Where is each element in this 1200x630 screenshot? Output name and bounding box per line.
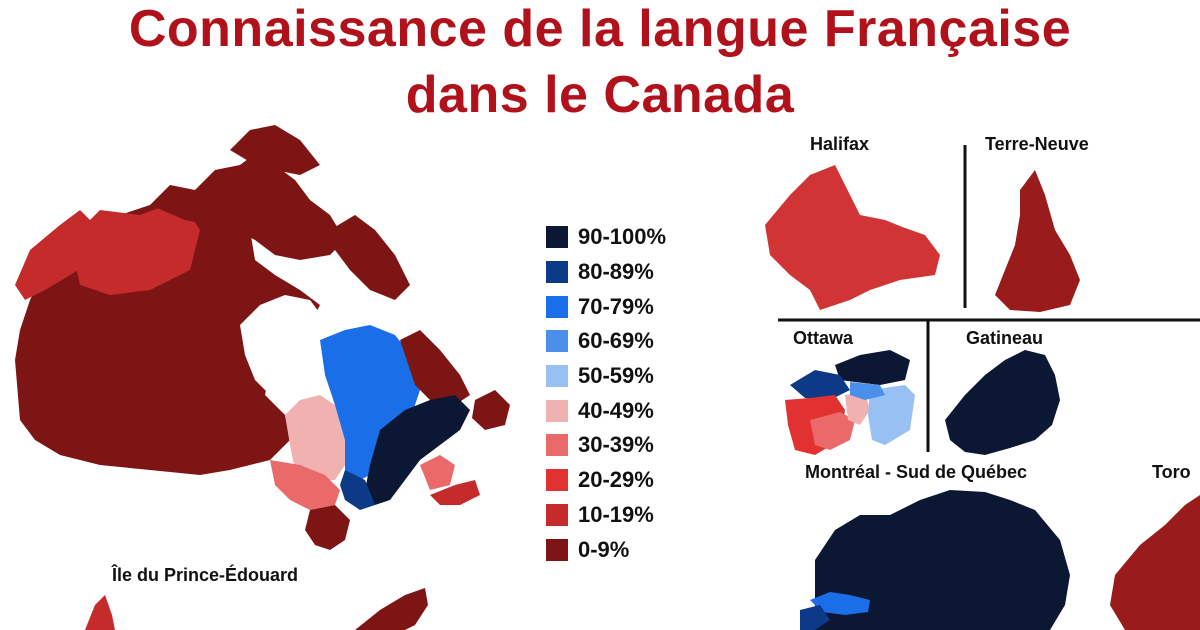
legend-label: 60-69%	[578, 328, 654, 354]
ottawa-inset-shapes	[785, 350, 915, 455]
map-legend: 90-100% 80-89% 70-79% 60-69% 50-59% 40-49% 30-…	[546, 220, 666, 567]
region-baffin-north	[230, 125, 320, 175]
terre-neuve-inset-shape	[995, 170, 1080, 312]
pei-inset	[85, 588, 428, 630]
title-line-2: dans le Canada	[405, 66, 795, 124]
hudson-bay	[240, 295, 325, 395]
legend-item: 40-49%	[546, 393, 666, 428]
legend-label: 20-29%	[578, 467, 654, 493]
legend-swatch	[546, 399, 568, 422]
toronto-inset-shape	[1110, 495, 1200, 630]
legend-label: 30-39%	[578, 432, 654, 458]
legend-item: 20-29%	[546, 463, 666, 498]
region-southern-ontario	[305, 505, 350, 550]
pei-west-shape	[85, 595, 115, 630]
region-quebec-east	[365, 395, 470, 505]
legend-item: 70-79%	[546, 289, 666, 324]
legend-label: 0-9%	[578, 536, 630, 562]
region-newfoundland	[472, 390, 510, 430]
legend-swatch	[546, 538, 568, 561]
legend-label: 10-19%	[578, 501, 654, 527]
halifax-inset-shape	[765, 165, 940, 310]
legend-swatch	[546, 261, 568, 284]
region-labrador	[400, 330, 470, 405]
canada-main-map	[15, 125, 510, 550]
montreal-inset-shapes	[800, 490, 1070, 630]
legend-label: 90-100%	[578, 224, 667, 250]
region-baffin-island	[330, 215, 410, 300]
region-ontario-south	[270, 460, 340, 510]
region-nwt	[70, 200, 200, 295]
legend-item: 0-9%	[546, 532, 666, 567]
legend-label: 40-49%	[578, 397, 654, 423]
legend-item: 90-100%	[546, 220, 666, 255]
region-ontario-north	[285, 395, 345, 480]
legend-label: 80-89%	[578, 259, 654, 285]
label-pei: Île du Prince-Édouard	[112, 565, 299, 585]
legend-item: 30-39%	[546, 428, 666, 463]
legend-item: 50-59%	[546, 359, 666, 394]
legend-swatch	[546, 365, 568, 388]
label-toronto: Toro	[1152, 462, 1191, 482]
gatineau-inset-shape	[945, 350, 1060, 455]
legend-swatch	[546, 469, 568, 492]
label-gatineau: Gatineau	[966, 328, 1044, 348]
region-nova-scotia	[430, 480, 480, 505]
legend-swatch	[546, 295, 568, 318]
legend-swatch	[546, 503, 568, 526]
pei-east-shape	[355, 588, 428, 630]
region-new-brunswick	[420, 455, 455, 490]
legend-swatch	[546, 330, 568, 353]
region-quebec-south	[340, 470, 375, 510]
label-ottawa: Ottawa	[793, 328, 854, 348]
label-halifax: Halifax	[810, 134, 870, 154]
legend-item: 80-89%	[546, 255, 666, 290]
label-terre-neuve: Terre-Neuve	[985, 134, 1089, 154]
region-arctic-islands	[150, 150, 345, 260]
legend-swatch	[546, 226, 568, 249]
legend-item: 10-19%	[546, 498, 666, 533]
title-line-1: Connaissance de la langue Française	[128, 0, 1072, 58]
label-montreal: Montréal - Sud de Québec	[805, 462, 1028, 482]
legend-label: 50-59%	[578, 363, 654, 389]
legend-swatch	[546, 434, 568, 457]
legend-item: 60-69%	[546, 324, 666, 359]
legend-label: 70-79%	[578, 293, 654, 319]
